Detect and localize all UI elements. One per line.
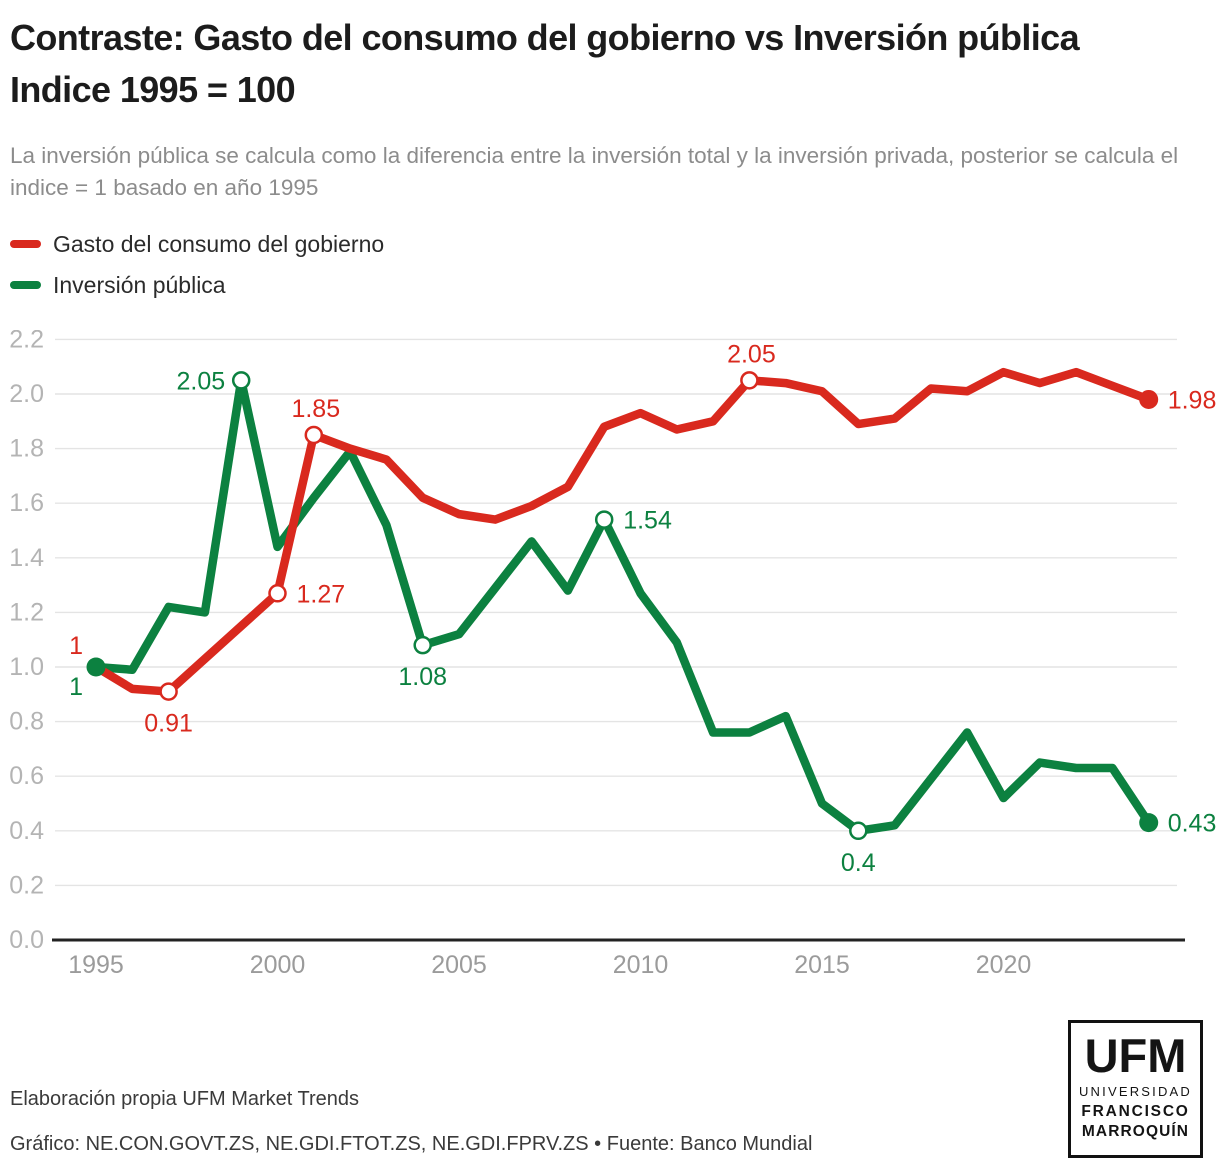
- x-axis-tick-label: 2010: [613, 951, 669, 979]
- y-axis-tick-label: 2.2: [9, 330, 44, 353]
- header: Contraste: Gasto del consumo del gobiern…: [10, 12, 1215, 116]
- data-point-label: 0.43: [1168, 810, 1217, 838]
- data-point-marker-open: [304, 425, 324, 445]
- legend-swatch-red: [10, 240, 41, 248]
- data-point-label: 2.05: [177, 367, 226, 395]
- data-point-marker-open: [740, 371, 759, 390]
- y-axis-tick-label: 1.0: [9, 653, 44, 681]
- series-line-inversion-publica: [91, 376, 1153, 836]
- y-axis-tick-label: 1.2: [9, 598, 44, 626]
- data-point-marker-filled: [1139, 389, 1159, 409]
- ufm-logo-acronym: UFM: [1084, 1029, 1187, 1082]
- data-point-label: 1.98: [1168, 386, 1217, 414]
- y-axis-tick-label: 0.0: [9, 926, 44, 954]
- x-axis-tick-label: 2005: [431, 951, 487, 979]
- chart-subtitle: La inversión pública se calcula como la …: [10, 143, 1179, 200]
- data-point-marker-open: [159, 682, 178, 701]
- y-axis-tick-label: 0.2: [9, 871, 44, 899]
- y-axis-tick-label: 1.8: [9, 435, 44, 463]
- x-axis-tick-label: 2000: [250, 951, 306, 979]
- data-point-marker-filled: [86, 657, 106, 677]
- data-point-marker-open: [413, 635, 432, 655]
- y-axis-tick-label: 0.6: [9, 762, 44, 790]
- chart-title-line2: Indice 1995 = 100: [10, 69, 296, 110]
- chart-canvas: 0.0 0.2 0.4 0.6 0.8 1.0 1.2 1.4 1.6 1.8 2.0 2.2 1995…: [9, 325, 1217, 979]
- data-point-label: 1.85: [291, 395, 340, 423]
- y-axis-tick-label: 0.8: [9, 708, 44, 736]
- data-point-label: 1.27: [297, 580, 346, 608]
- footer-source: Gráfico: NE.CON.GOVT.ZS, NE.GDI.FTOT.ZS,…: [10, 1133, 813, 1155]
- data-point-label: 1.54: [623, 507, 672, 535]
- data-point-label: 2.05: [727, 340, 776, 368]
- data-point-marker-open: [849, 821, 868, 841]
- data-point-label: 0.4: [841, 849, 876, 877]
- ufm-logo-marroquin: MARROQUÍN: [1081, 1123, 1190, 1141]
- y-axis-tick-label: 2.0: [9, 380, 44, 408]
- legend: Gasto del consumo del gobierno Inversión…: [10, 231, 384, 313]
- y-axis-tick-label: 1.6: [9, 489, 44, 517]
- data-point-marker-open: [231, 371, 251, 390]
- ufm-logo-universidad: UNIVERSIDAD: [1078, 1084, 1193, 1100]
- data-point-label: 1: [69, 673, 83, 701]
- footer-attribution: Elaboración propia UFM Market Trends: [10, 1088, 360, 1110]
- footer: Elaboración propia UFM Market Trends Grá…: [10, 1088, 812, 1156]
- data-point-marker-open: [594, 510, 614, 529]
- ufm-logo: UFM UNIVERSIDAD FRANCISCO MARROQUÍN: [1068, 1020, 1203, 1158]
- data-point-label: 1.08: [398, 663, 447, 691]
- data-point-marker-open: [268, 584, 287, 603]
- y-axis-tick-label: 0.4: [9, 817, 44, 845]
- data-point-marker-filled: [1139, 813, 1159, 833]
- chart-title-line1: Contraste: Gasto del consumo del gobiern…: [10, 17, 1080, 58]
- legend-item-inversion: Inversión pública: [10, 272, 384, 298]
- line-chart: 0.0 0.2 0.4 0.6 0.8 1.0 1.2 1.4 1.6 1.8 2.0 2.2 1995…: [0, 325, 1220, 990]
- legend-swatch-green: [10, 281, 41, 289]
- legend-label: Inversión pública: [53, 271, 226, 298]
- legend-label: Gasto del consumo del gobierno: [53, 230, 385, 257]
- x-axis-tick-label: 1995: [68, 951, 124, 979]
- x-axis-tick-label: 2015: [794, 951, 850, 979]
- x-axis-tick-label: 2020: [976, 951, 1032, 979]
- data-point-label: 0.91: [144, 710, 193, 738]
- legend-item-gasto: Gasto del consumo del gobierno: [10, 231, 384, 257]
- y-axis-tick-label: 1.4: [9, 544, 44, 572]
- ufm-logo-francisco: FRANCISCO: [1081, 1103, 1190, 1121]
- data-point-label: 1: [69, 632, 83, 660]
